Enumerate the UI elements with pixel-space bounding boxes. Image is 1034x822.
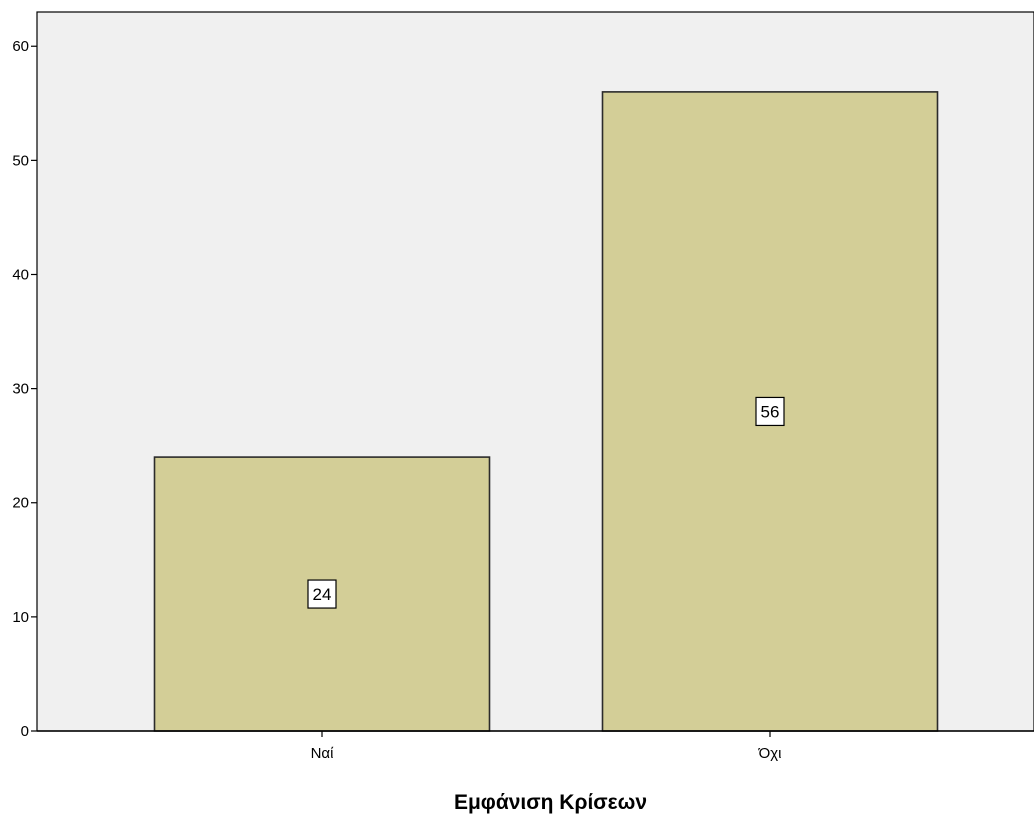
data-label-2: 56: [761, 402, 780, 421]
x-axis: Ναί Όχι: [37, 730, 1034, 762]
data-labels-group: 24 56: [307, 396, 785, 609]
data-label-box-1: [307, 579, 337, 609]
y-tick-label-10: 10: [12, 609, 29, 626]
data-label-box-2: [755, 396, 785, 427]
y-tick-label-60: 60: [12, 38, 29, 55]
y-tick-label-20: 20: [12, 495, 29, 512]
y-axis: 0 10 20 30 40 50 60: [12, 38, 37, 740]
y-tick-label-50: 50: [12, 152, 29, 169]
x-axis-title: Εμφάνιση Κρίσεων: [454, 791, 647, 814]
x-tick-label-1: Ναί: [311, 745, 335, 762]
data-label-1: 24: [313, 585, 332, 604]
y-tick-label-40: 40: [12, 266, 29, 283]
y-tick-label-30: 30: [12, 381, 29, 398]
y-tick-label-0: 0: [21, 723, 29, 740]
x-tick-label-2: Όχι: [758, 745, 782, 762]
